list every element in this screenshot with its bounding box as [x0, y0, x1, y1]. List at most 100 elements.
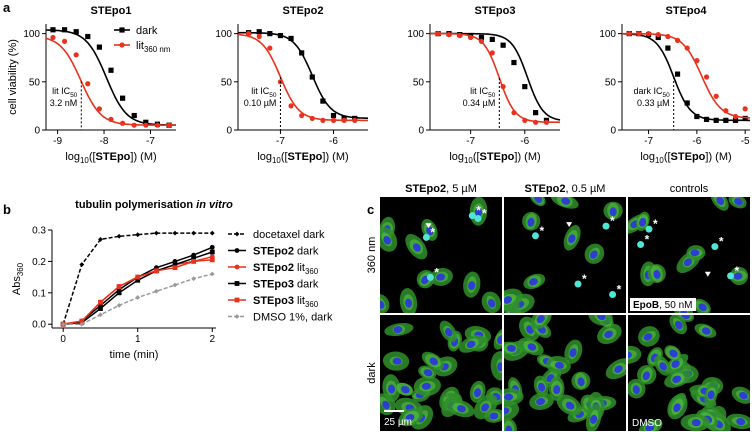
- nucleus: [497, 335, 502, 345]
- nucleus: [506, 344, 516, 352]
- legend-label: dark: [136, 25, 158, 37]
- text-part: dark: [294, 279, 319, 291]
- y-tick-label: 100: [23, 29, 40, 40]
- marker: [288, 103, 294, 109]
- nucleus: [436, 273, 446, 281]
- marker: [135, 232, 141, 238]
- marker: [703, 74, 710, 80]
- text-part: DMSO 1%, dark: [253, 312, 333, 324]
- nucleus: [597, 315, 606, 321]
- marker: [85, 33, 91, 40]
- y-tick-label: 0.3: [32, 226, 46, 237]
- nucleus: [642, 371, 650, 381]
- series-line: [63, 259, 213, 325]
- text-part: STEpo: [288, 151, 323, 163]
- control-label: EpoB, 50 nM: [633, 300, 692, 311]
- marker: [191, 255, 197, 261]
- marker: [533, 119, 539, 125]
- rounded-cell: [474, 215, 482, 223]
- nucleus: [701, 327, 711, 335]
- text-part: ([: [89, 151, 96, 163]
- marker: [435, 31, 441, 37]
- marker: [116, 290, 122, 296]
- nucleus: [680, 308, 688, 313]
- panel-label: a: [3, 0, 11, 15]
- text-part: STEpo: [480, 151, 515, 163]
- nucleus: [691, 419, 701, 427]
- x-tick-label: -5: [741, 136, 750, 147]
- text-part: 10: [272, 156, 281, 165]
- text-part: log: [257, 151, 272, 163]
- y-tick-label: 50: [413, 77, 425, 88]
- chart-title: tubulin polymerisation in vitro: [75, 199, 233, 211]
- marker: [79, 318, 85, 324]
- nucleus: [421, 382, 431, 390]
- marker: [299, 112, 305, 119]
- marker: [209, 257, 215, 263]
- text-part: ]) (M): [130, 151, 156, 163]
- nucleus: [645, 424, 655, 431]
- text-part: EpoB: [633, 300, 659, 311]
- rounded-cell: [637, 241, 645, 249]
- marker: [703, 116, 710, 122]
- marker: [143, 122, 149, 128]
- nucleus: [681, 315, 691, 320]
- marker: [143, 119, 149, 125]
- marker: [79, 321, 85, 327]
- marker: [234, 231, 240, 237]
- marker: [116, 302, 122, 308]
- asterisk: *: [610, 214, 615, 228]
- text-part: ]) (M): [514, 151, 540, 163]
- asterisk: *: [582, 272, 587, 286]
- arrowhead: [704, 271, 711, 277]
- nucleus: [734, 198, 743, 206]
- nucleus: [683, 258, 693, 267]
- nucleus: [481, 403, 489, 412]
- marker: [50, 27, 56, 33]
- marker: [234, 314, 240, 319]
- column-header: STEpo2, 0.5 µM: [525, 183, 606, 195]
- nucleus: [609, 207, 617, 217]
- nucleus: [387, 384, 396, 394]
- text-part: log: [640, 151, 655, 163]
- text-part: STEpo2: [253, 262, 294, 274]
- text-part: lit IC: [52, 86, 71, 96]
- text-part: 50: [70, 92, 78, 99]
- marker: [732, 117, 739, 123]
- nucleus: [466, 340, 476, 349]
- nucleus: [527, 217, 535, 227]
- panel-label: c: [367, 202, 374, 217]
- nucleus: [739, 391, 748, 400]
- rounded-cell: [609, 290, 617, 298]
- nucleus: [536, 315, 545, 324]
- nucleus: [504, 393, 514, 401]
- text-part: , 0.5 µM: [565, 183, 605, 195]
- nucleus: [504, 407, 510, 415]
- nucleus: [673, 403, 681, 413]
- rounded-cell: [531, 232, 539, 240]
- legend-label: STEpo3 dark: [253, 279, 319, 291]
- text-part: dark: [294, 246, 319, 258]
- nucleus: [383, 235, 391, 245]
- nucleus: [426, 226, 434, 236]
- nucleus: [561, 197, 571, 205]
- text-part: tubulin polymerisation: [75, 199, 196, 211]
- marker: [209, 230, 215, 236]
- marker: [723, 117, 729, 123]
- marker: [713, 93, 719, 99]
- x-tick-label: -8: [100, 136, 109, 147]
- marker: [543, 119, 550, 125]
- marker: [153, 230, 159, 236]
- y-axis-label: Abs360: [11, 262, 25, 295]
- x-tick-label: -7: [276, 136, 285, 147]
- marker: [511, 59, 517, 66]
- fit-curve: [429, 32, 561, 124]
- nucleus: [528, 278, 538, 286]
- nucleus: [554, 361, 564, 369]
- marker: [85, 81, 91, 87]
- x-axis-label: log10([STEpo]) (M): [257, 151, 348, 165]
- arrowhead: [566, 222, 573, 228]
- column-header: STEpo2, 5 µM: [405, 183, 477, 195]
- text-part: STEpo3: [253, 295, 294, 307]
- marker: [234, 297, 240, 303]
